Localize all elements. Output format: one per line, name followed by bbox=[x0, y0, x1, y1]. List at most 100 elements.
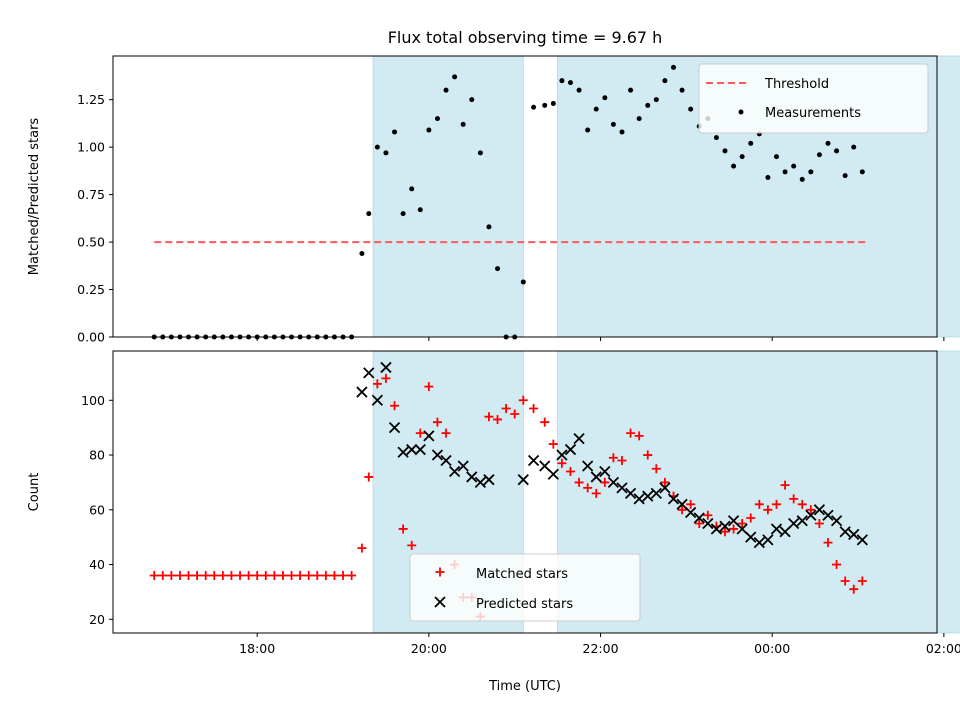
matched-star-point bbox=[381, 373, 391, 383]
matched-star-point bbox=[158, 571, 168, 581]
measurement-point bbox=[400, 211, 406, 217]
legend-predicted-label: Predicted stars bbox=[476, 597, 573, 612]
matched-star-point bbox=[312, 571, 322, 581]
matched-star-point bbox=[192, 571, 202, 581]
predicted-star-point bbox=[356, 386, 368, 398]
measurement-point bbox=[542, 102, 548, 108]
top-panel: 0.00 0.25 0.50 0.75 1.00 1.25 Matched/Predicte… bbox=[27, 55, 960, 345]
measurement-point bbox=[520, 279, 526, 285]
matched-star-point bbox=[789, 494, 799, 504]
predicted-star-point bbox=[642, 490, 654, 502]
predicted-star-point bbox=[448, 465, 461, 478]
measurement-point bbox=[816, 152, 822, 158]
measurement-point bbox=[409, 186, 415, 192]
legend-matched-swatch bbox=[435, 567, 445, 577]
measurement-point bbox=[550, 100, 556, 106]
measurement-point bbox=[486, 224, 492, 230]
matched-star-point bbox=[218, 571, 228, 581]
predicted-star-point bbox=[607, 476, 620, 489]
series-predicted-stars bbox=[356, 361, 868, 549]
matched-star-point bbox=[201, 571, 211, 581]
y-tick-label: 20 bbox=[89, 612, 105, 627]
predicted-star-point bbox=[727, 515, 740, 527]
predicted-star-point bbox=[590, 471, 602, 483]
matched-star-point bbox=[175, 571, 185, 581]
matched-star-point bbox=[557, 458, 567, 468]
x-axis-label: Time (UTC) bbox=[488, 679, 561, 694]
x-tick-label: 22:00 bbox=[583, 641, 619, 656]
predicted-star-point bbox=[736, 523, 748, 535]
matched-star-point bbox=[287, 571, 297, 581]
y-tick-label: 1.25 bbox=[77, 92, 105, 107]
measurement-point bbox=[359, 250, 365, 256]
measurement-point bbox=[531, 104, 537, 110]
predicted-star-point bbox=[363, 367, 375, 379]
matched-star-point bbox=[209, 571, 219, 581]
axes-frame bbox=[112, 350, 938, 634]
legend-box bbox=[698, 63, 929, 134]
measurement-point bbox=[628, 87, 634, 93]
predicted-star-point bbox=[659, 482, 671, 494]
matched-star-point bbox=[529, 403, 539, 413]
y-tick-label: 60 bbox=[89, 502, 105, 517]
matched-star-point bbox=[518, 395, 528, 405]
predicted-star-point bbox=[685, 506, 697, 519]
measurement-point bbox=[748, 140, 754, 146]
legend-box bbox=[409, 553, 641, 622]
predicted-star-point bbox=[457, 460, 469, 472]
matched-star-point bbox=[166, 571, 176, 581]
measurement-point bbox=[731, 163, 737, 169]
predicted-star-point bbox=[822, 509, 834, 521]
measurement-point bbox=[477, 150, 483, 156]
matched-star-point bbox=[677, 505, 687, 515]
predicted-star-point bbox=[582, 460, 594, 472]
matched-star-point bbox=[771, 499, 781, 509]
measurement-point bbox=[374, 144, 380, 150]
predicted-star-point bbox=[633, 493, 645, 505]
matched-star-point bbox=[737, 518, 747, 528]
x-tick-label: 00:00 bbox=[754, 641, 790, 656]
matched-star-point bbox=[634, 431, 644, 441]
measurement-point bbox=[426, 127, 432, 133]
matched-star-point bbox=[269, 571, 279, 581]
matched-star-point bbox=[651, 464, 661, 474]
y-axis-label: Count bbox=[27, 473, 42, 512]
matched-star-point bbox=[261, 571, 271, 581]
matched-star-point bbox=[304, 571, 314, 581]
matched-star-point bbox=[617, 456, 627, 466]
measurement-point bbox=[452, 74, 458, 80]
measurement-point bbox=[679, 87, 685, 93]
matched-star-point bbox=[424, 382, 434, 392]
predicted-star-point bbox=[770, 523, 783, 535]
predicted-star-point bbox=[753, 537, 765, 549]
axes-frame bbox=[112, 55, 938, 338]
y-tick-label: 0.75 bbox=[77, 187, 105, 202]
matched-star-point bbox=[244, 571, 254, 581]
predicted-star-point bbox=[414, 443, 426, 456]
bottom-plot-area: 2040608010018:0020:0022:0000:0002:0004:0… bbox=[27, 350, 960, 694]
predicted-star-point bbox=[805, 509, 817, 521]
matched-star-point bbox=[415, 428, 425, 438]
matched-star-point bbox=[510, 409, 520, 419]
y-tick-label: 0.00 bbox=[77, 330, 105, 345]
matched-star-point bbox=[321, 571, 331, 581]
series-matched-stars bbox=[149, 373, 867, 622]
matched-star-point bbox=[149, 571, 159, 581]
matched-star-point bbox=[372, 379, 382, 389]
chart-title: Flux total observing time = 9.67 h bbox=[388, 28, 663, 47]
matched-star-point bbox=[407, 540, 417, 550]
predicted-star-point bbox=[676, 498, 688, 510]
matched-star-point bbox=[548, 439, 558, 449]
predicted-star-point bbox=[624, 487, 637, 500]
measurement-point bbox=[799, 176, 805, 182]
matched-star-point bbox=[357, 543, 367, 553]
predicted-star-point bbox=[779, 526, 791, 538]
predicted-star-point bbox=[796, 515, 808, 527]
predicted-star-point bbox=[466, 471, 478, 483]
predicted-star-point bbox=[483, 474, 495, 486]
measurement-point bbox=[739, 154, 745, 160]
measurement-point bbox=[383, 150, 389, 156]
predicted-star-point bbox=[813, 504, 826, 516]
measurement-point bbox=[567, 80, 573, 86]
